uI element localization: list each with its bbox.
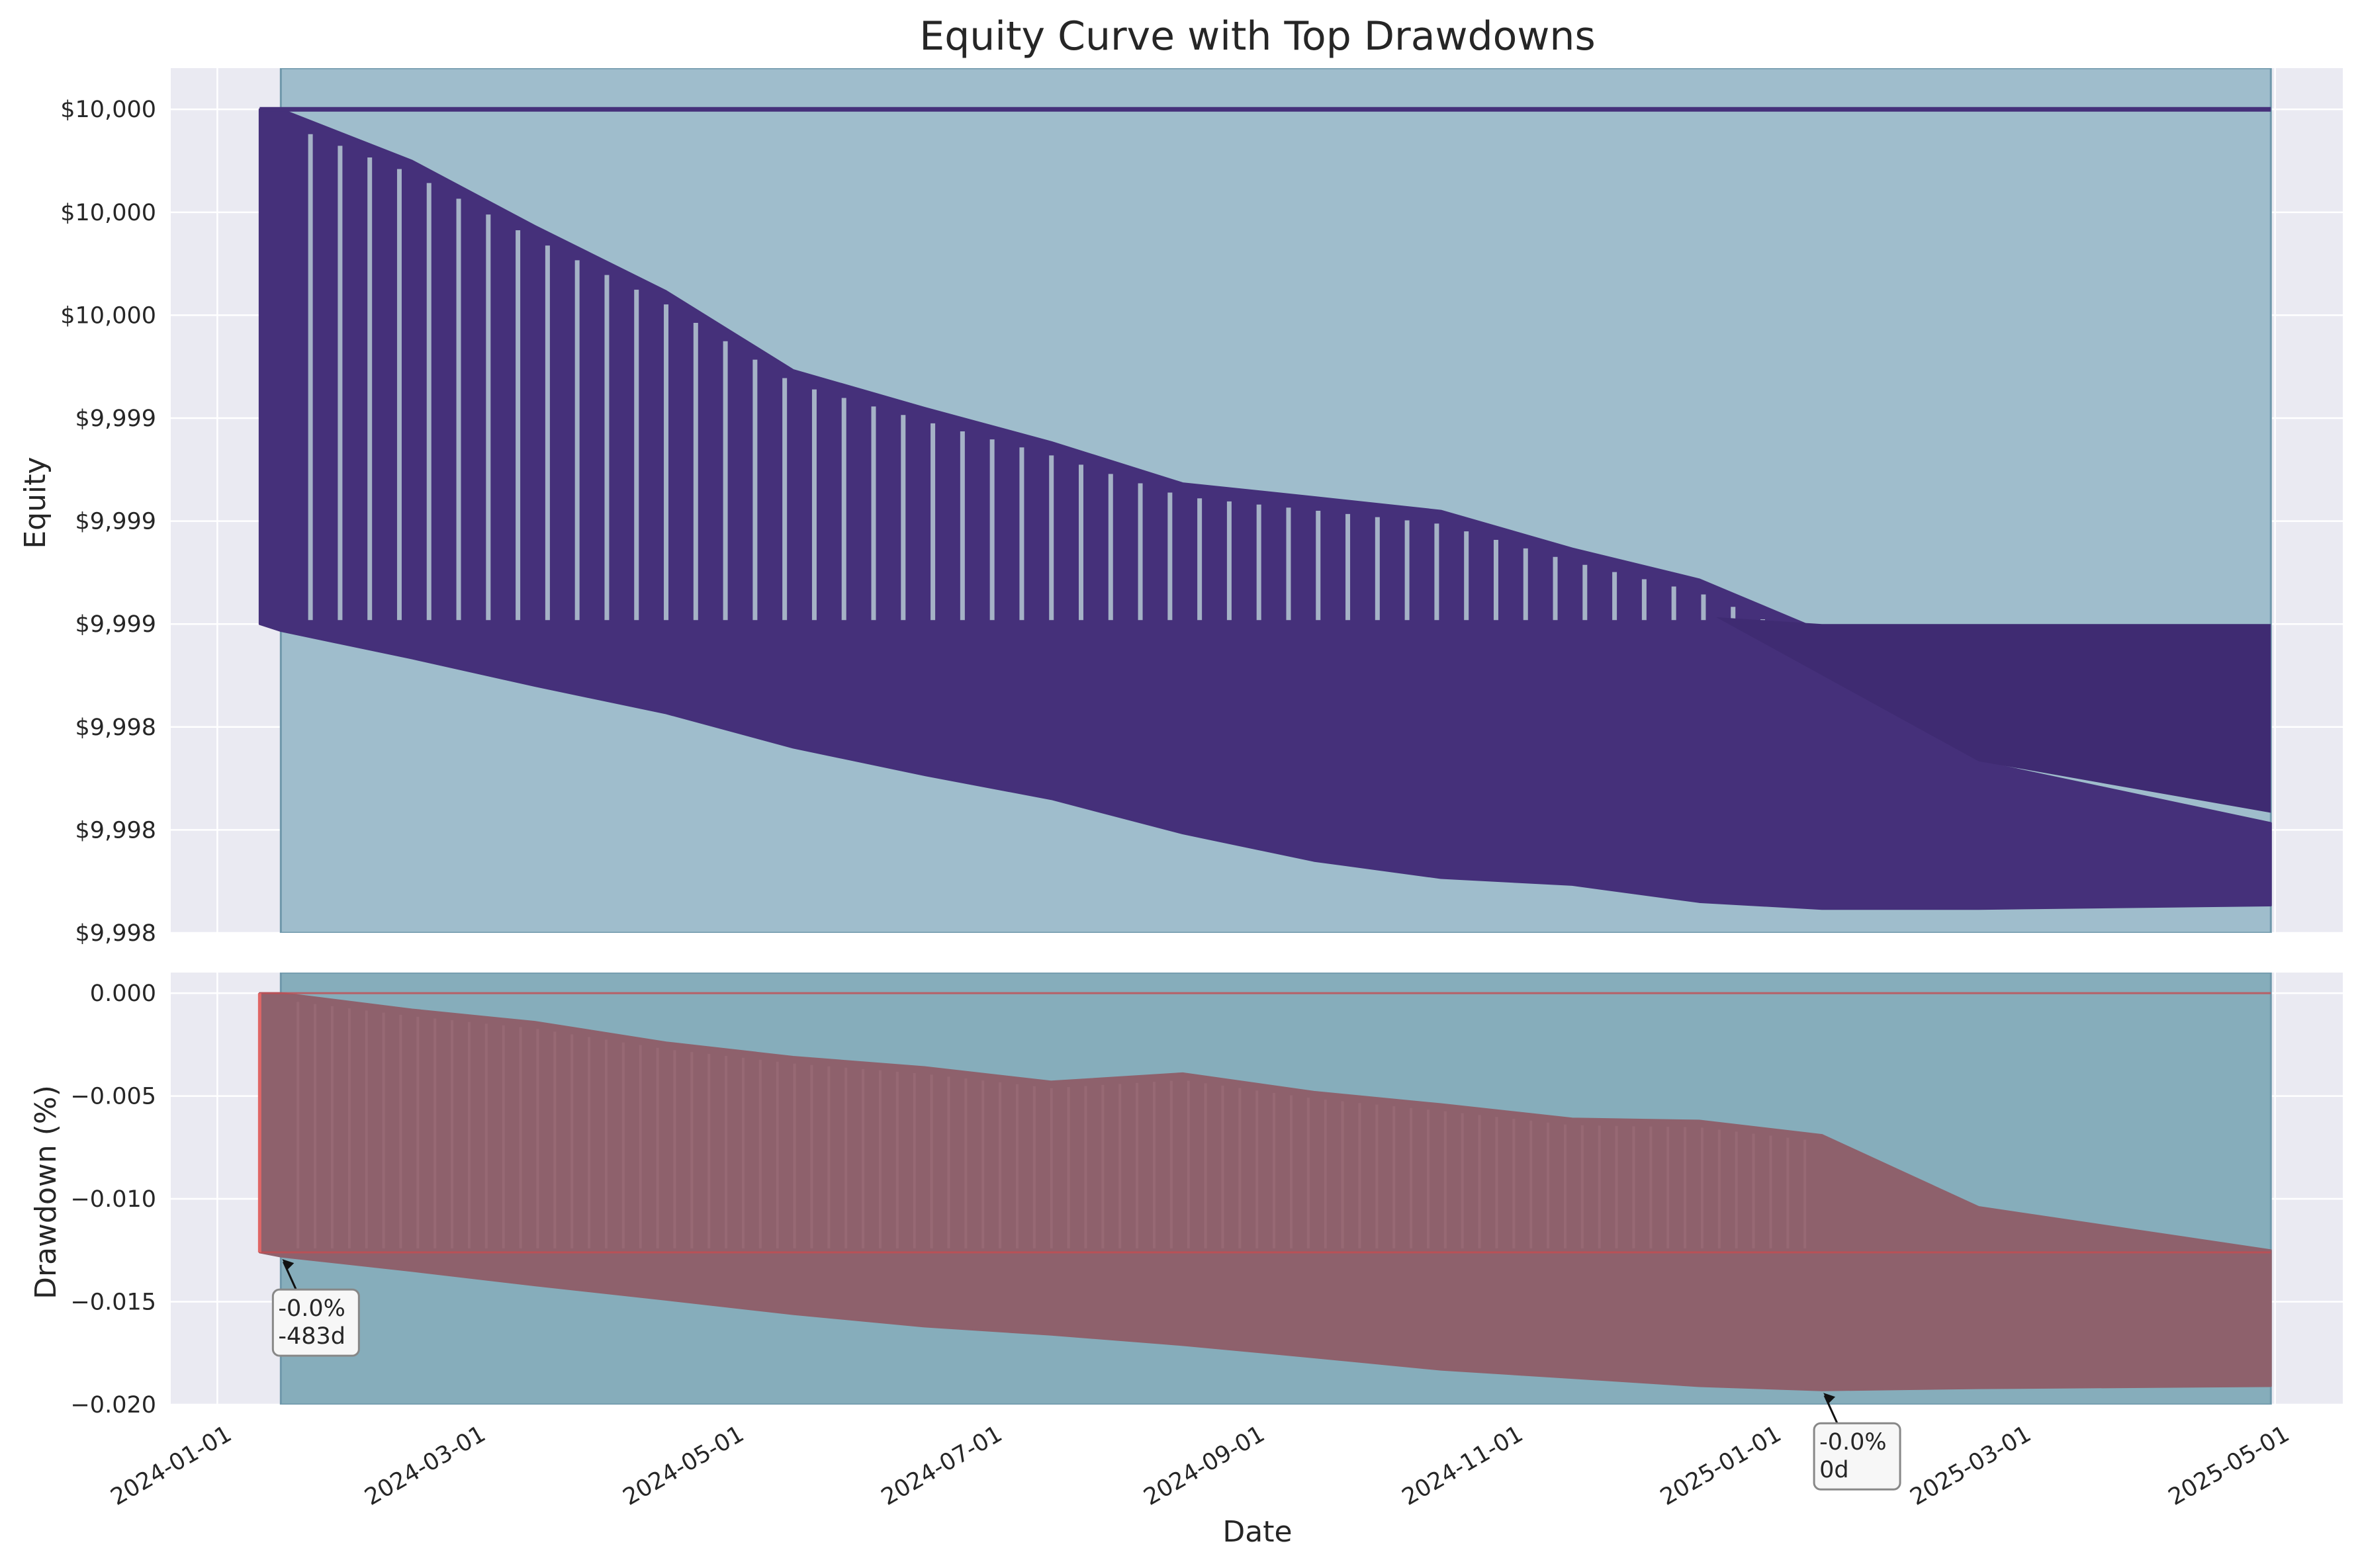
drawdown-annotation: -0.0%0d — [1813, 1393, 1901, 1491]
equity-y-tick-label: $10,000 — [60, 97, 156, 123]
drawdown-y-tick-label: −0.020 — [70, 1392, 156, 1418]
x-axis-label: Date — [1222, 1515, 1292, 1549]
x-tick-label: 2024-05-01 — [619, 1420, 749, 1510]
drawdown-y-axis-label: Drawdown (%) — [29, 1085, 63, 1299]
annotation-box — [1813, 1422, 1901, 1491]
annotation-arrow-head — [282, 1259, 295, 1270]
annotation-text: 0d — [1819, 1457, 1849, 1483]
equity-y-tick-label: $10,000 — [60, 200, 156, 226]
equity-y-axis-label: Equity — [19, 457, 52, 548]
drawdown-series-band — [258, 992, 2272, 1391]
drawdown-annotation: -0.0%-483d — [271, 1259, 360, 1357]
x-tick-label: 2025-05-01 — [2164, 1420, 2294, 1510]
annotation-text: -483d — [278, 1323, 345, 1350]
x-tick-label: 2024-09-01 — [1140, 1420, 1269, 1510]
annotation-arrow-line — [282, 1261, 297, 1290]
equity-series-band — [258, 108, 2272, 910]
equity-panel: $10,000 $10,000 $10,000 $9,999 $9,999 $9,999 $… — [60, 68, 2343, 947]
drawdown-panel: 0.000−0.005−0.010−0.015−0.020-0.0%-483d-… — [70, 973, 2343, 1511]
chart-title: Equity Curve with Top Drawdowns — [919, 13, 1595, 60]
equity-y-tick-label: $9,999 — [75, 611, 156, 638]
equity-y-tick-label: $10,000 — [60, 302, 156, 329]
equity-y-tick-label: $9,998 — [75, 817, 156, 844]
drawdown-y-tick-label: 0.000 — [90, 980, 156, 1007]
drawdown-plot-body — [257, 973, 2272, 1405]
equity-fan — [1716, 617, 2271, 813]
annotation-arrow-line — [1823, 1395, 1839, 1424]
x-tick-label: 2025-03-01 — [1906, 1420, 2036, 1510]
x-tick-label: 2024-11-01 — [1398, 1420, 1527, 1510]
equity-plot-body — [258, 68, 2272, 933]
annotation-arrow-head — [1823, 1393, 1836, 1404]
equity-y-tick-label: $9,999 — [75, 406, 156, 432]
equity-y-tick-label: $9,998 — [75, 715, 156, 741]
x-tick-label: 2024-03-01 — [361, 1420, 490, 1510]
drawdown-y-tick-label: −0.005 — [70, 1084, 156, 1110]
equity-spike-lines — [308, 134, 1766, 621]
x-tick-label: 2024-07-01 — [877, 1420, 1007, 1510]
drawdown-spike-lines — [296, 1002, 1807, 1248]
equity-y-tick-label: $9,999 — [75, 509, 156, 535]
x-tick-label: 2024-01-01 — [107, 1420, 236, 1510]
annotation-text: -0.0% — [1819, 1429, 1887, 1456]
drawdown-y-tick-label: −0.010 — [70, 1186, 156, 1213]
annotation-text: -0.0% — [278, 1295, 345, 1322]
drawdown-y-tick-label: −0.015 — [70, 1289, 156, 1316]
annotation-box — [271, 1288, 360, 1357]
equity-y-tick-label: $9,998 — [75, 920, 156, 947]
x-tick-label: 2025-01-01 — [1656, 1420, 1786, 1510]
